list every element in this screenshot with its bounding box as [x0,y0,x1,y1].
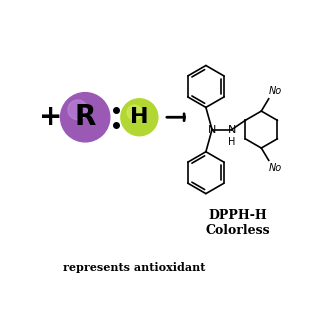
Text: represents antioxidant: represents antioxidant [63,262,206,273]
Text: No: No [269,86,282,96]
Circle shape [68,100,88,120]
Text: N: N [228,124,236,135]
Text: N: N [208,124,216,135]
Circle shape [121,99,158,136]
Text: H: H [130,107,148,127]
Text: DPPH-H: DPPH-H [209,209,267,222]
Circle shape [60,92,110,142]
Text: No: No [269,163,282,173]
Text: +: + [39,103,62,131]
Text: R: R [75,103,96,131]
Circle shape [127,105,142,120]
Text: Colorless: Colorless [206,224,270,237]
Text: H: H [228,137,236,147]
